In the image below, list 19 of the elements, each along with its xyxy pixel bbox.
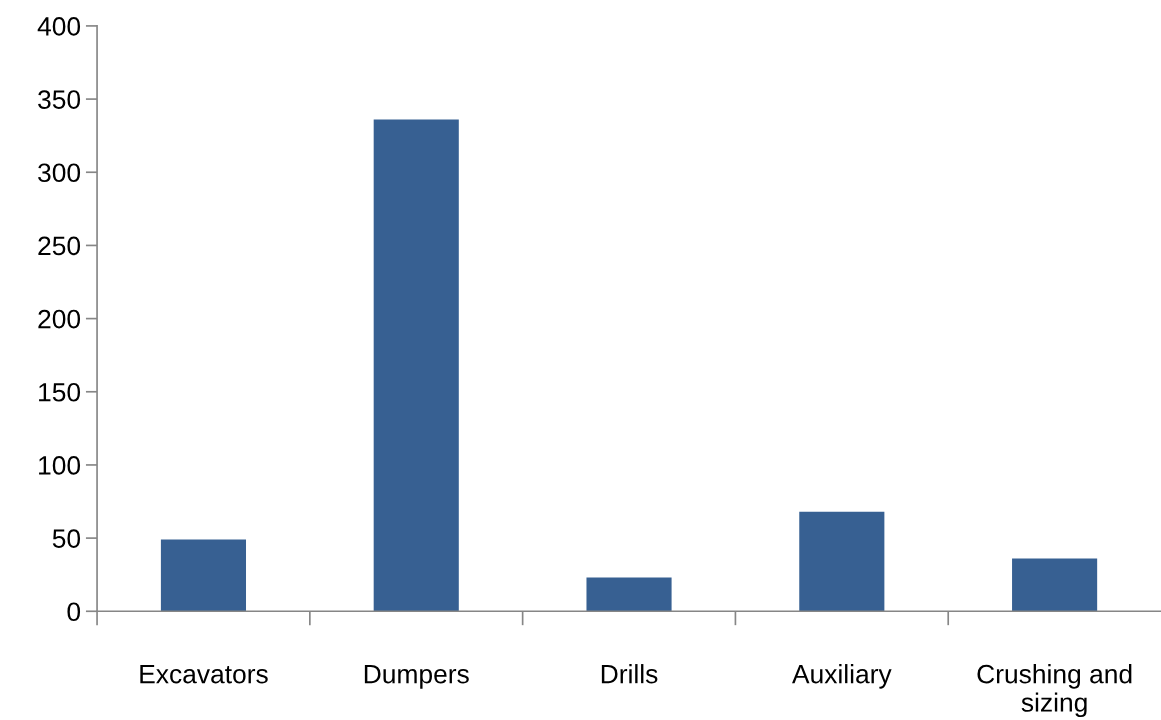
y-tick-label: 200 [38, 309, 81, 329]
bar [799, 511, 885, 612]
y-tick-label: 100 [39, 456, 81, 475]
bar [160, 539, 247, 612]
y-tick-label: 150 [39, 382, 81, 402]
x-tick-label: Drills [601, 664, 658, 684]
y-tick-label: 250 [38, 236, 81, 256]
y-tick-label: 400 [37, 17, 81, 36]
bar [373, 119, 459, 612]
x-tick-label: Dumpers [364, 665, 469, 689]
x-tick-label: Excavators [140, 665, 268, 684]
y-tick-label: 0 [67, 602, 81, 622]
bar [586, 577, 672, 612]
y-tick-label: 50 [52, 529, 81, 548]
bar [1012, 558, 1098, 612]
x-tick-label: Crushing and sizing [977, 664, 1132, 718]
x-tick-label: Auxiliary [792, 664, 892, 689]
y-tick-label: 300 [38, 163, 81, 183]
y-tick-label: 350 [38, 90, 81, 109]
